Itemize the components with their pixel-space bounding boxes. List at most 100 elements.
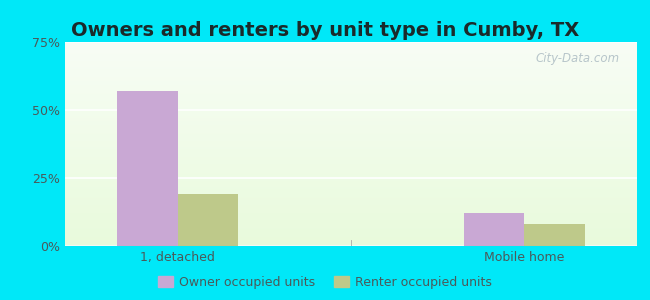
Bar xyxy=(65,201,637,202)
Bar xyxy=(65,152,637,153)
Bar xyxy=(65,59,637,60)
Bar xyxy=(65,145,637,146)
Bar xyxy=(65,142,637,143)
Bar xyxy=(65,200,637,201)
Bar xyxy=(65,121,637,122)
Bar xyxy=(65,83,637,84)
Bar xyxy=(65,90,637,91)
Bar xyxy=(65,151,637,152)
Bar xyxy=(65,60,637,62)
Bar xyxy=(65,228,637,229)
Bar xyxy=(65,225,637,226)
Bar xyxy=(65,49,637,50)
Legend: Owner occupied units, Renter occupied units: Owner occupied units, Renter occupied un… xyxy=(153,271,497,294)
Bar xyxy=(65,74,637,75)
Bar xyxy=(65,196,637,197)
Bar xyxy=(65,78,637,79)
Bar xyxy=(65,212,637,213)
Bar xyxy=(65,146,637,147)
Bar xyxy=(65,182,637,183)
Bar xyxy=(65,203,637,204)
Bar xyxy=(65,127,637,128)
Bar xyxy=(65,92,637,93)
Bar xyxy=(65,118,637,119)
Bar xyxy=(65,139,637,140)
Bar xyxy=(463,213,525,246)
Bar xyxy=(65,87,637,88)
Bar xyxy=(65,48,637,49)
Bar xyxy=(65,79,637,80)
Bar xyxy=(65,204,637,205)
Bar xyxy=(65,179,637,180)
Bar xyxy=(65,245,637,246)
Bar xyxy=(65,176,637,177)
Bar xyxy=(65,194,637,195)
Bar xyxy=(65,233,637,234)
Bar xyxy=(65,140,637,141)
Bar xyxy=(65,234,637,235)
Bar xyxy=(65,156,637,157)
Bar xyxy=(65,54,637,55)
Bar xyxy=(65,91,637,92)
Bar xyxy=(65,208,637,209)
Bar xyxy=(65,68,637,70)
Bar xyxy=(65,141,637,142)
Bar xyxy=(65,236,637,237)
Text: City-Data.com: City-Data.com xyxy=(536,52,620,65)
Bar xyxy=(65,130,637,131)
Bar xyxy=(65,174,637,175)
Bar xyxy=(65,134,637,135)
Bar xyxy=(65,112,637,113)
Bar xyxy=(65,205,637,206)
Bar xyxy=(65,154,637,155)
Bar xyxy=(65,183,637,184)
Bar xyxy=(65,229,637,230)
Bar xyxy=(65,104,637,105)
Bar xyxy=(65,180,637,181)
Bar xyxy=(65,181,637,182)
Bar xyxy=(65,177,637,178)
Bar xyxy=(65,239,637,240)
Bar xyxy=(65,126,637,127)
Bar xyxy=(65,216,637,217)
Bar xyxy=(65,110,637,111)
Bar xyxy=(117,91,177,246)
Bar xyxy=(65,189,637,190)
Bar xyxy=(65,223,637,224)
Bar xyxy=(65,123,637,124)
Bar xyxy=(65,50,637,51)
Bar xyxy=(65,67,637,68)
Bar xyxy=(65,162,637,164)
Bar xyxy=(65,202,637,203)
Bar xyxy=(65,113,637,114)
Bar xyxy=(65,75,637,76)
Bar xyxy=(65,114,637,116)
Bar xyxy=(65,195,637,196)
Bar xyxy=(65,42,637,43)
Bar xyxy=(65,47,637,48)
Bar xyxy=(65,193,637,194)
Bar xyxy=(65,118,637,119)
Text: Owners and renters by unit type in Cumby, TX: Owners and renters by unit type in Cumby… xyxy=(71,21,579,40)
Bar xyxy=(65,133,637,134)
Bar xyxy=(65,178,637,179)
Bar xyxy=(65,185,637,186)
Bar xyxy=(65,213,637,214)
Bar xyxy=(65,124,637,126)
Bar xyxy=(65,86,637,87)
Bar xyxy=(65,62,637,63)
Bar xyxy=(65,95,637,96)
Bar xyxy=(65,85,637,86)
Bar xyxy=(65,65,637,67)
Bar xyxy=(65,131,637,132)
Bar xyxy=(65,198,637,199)
Bar xyxy=(65,199,637,200)
Bar xyxy=(65,43,637,44)
Bar xyxy=(65,81,637,82)
Bar xyxy=(65,89,637,90)
Bar xyxy=(65,191,637,192)
Bar xyxy=(65,99,637,100)
Bar xyxy=(65,51,637,52)
Bar xyxy=(65,175,637,176)
Bar xyxy=(65,167,637,169)
